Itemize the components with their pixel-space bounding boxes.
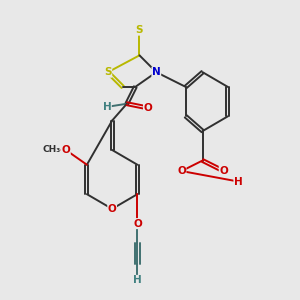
Text: H: H [133,275,142,285]
Text: O: O [133,219,142,229]
Text: O: O [177,166,186,176]
Text: S: S [136,25,143,35]
Text: O: O [143,103,152,113]
Text: S: S [104,67,112,77]
Text: O: O [61,145,70,155]
Text: N: N [152,67,161,77]
Text: H: H [103,102,111,112]
Text: O: O [219,166,228,176]
Text: O: O [108,204,116,214]
Text: CH₃: CH₃ [42,146,60,154]
Text: H: H [234,176,243,187]
